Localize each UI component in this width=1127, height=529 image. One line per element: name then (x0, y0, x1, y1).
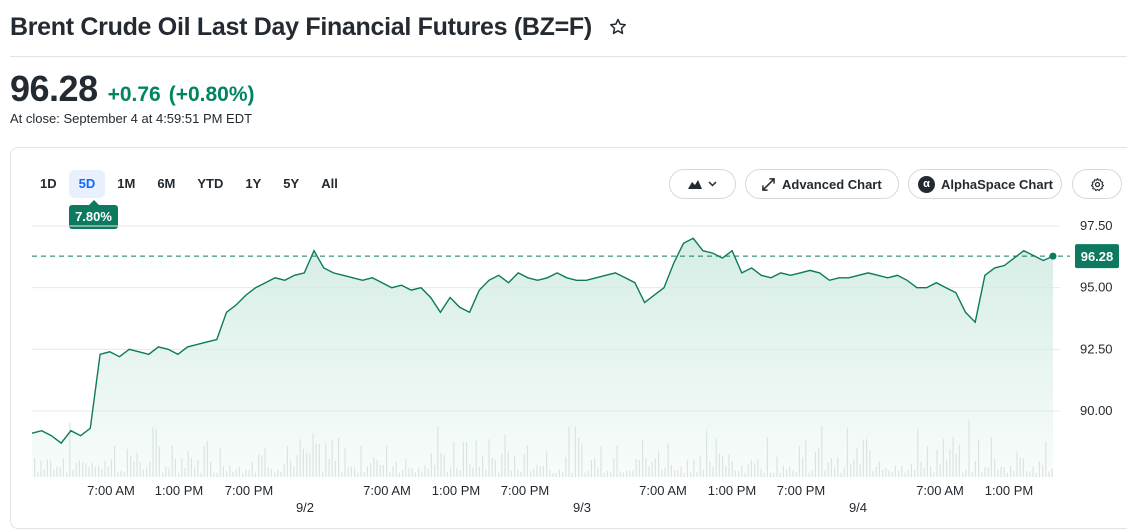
price-change: +0.76 (107, 83, 161, 106)
price-area (32, 238, 1053, 477)
range-tab-1d[interactable]: 1D (40, 176, 57, 191)
price-line (31, 237, 1054, 445)
range-tabs: 1D 5D 1M 6M YTD 1Y 5Y All (30, 170, 350, 198)
x-tick-label: 7:00 AM (639, 483, 687, 498)
mountain-icon (688, 180, 702, 189)
header-divider (10, 56, 1127, 57)
alphaspace-logo-icon: α (918, 175, 935, 193)
day-label: 9/2 (296, 500, 314, 515)
alphaspace-chart-label: AlphaSpace Chart (941, 176, 1053, 192)
range-change-badge: 7.80% (69, 200, 118, 229)
advanced-chart-label: Advanced Chart (782, 176, 882, 192)
advanced-chart-button[interactable]: Advanced Chart (745, 169, 899, 199)
range-tab-5d[interactable]: 5D (68, 170, 106, 198)
last-price: 96.28 (10, 68, 98, 109)
alphaspace-chart-button[interactable]: α AlphaSpace Chart (908, 169, 1062, 199)
page-title: Brent Crude Oil Last Day Financial Futur… (10, 12, 592, 41)
x-tick-label: 1:00 PM (155, 483, 203, 498)
range-tab-1m[interactable]: 1M (117, 176, 136, 191)
quote-price-row: 96.28 +0.76 (+0.80%) (10, 68, 255, 110)
x-tick-label: 7:00 PM (501, 483, 549, 498)
x-tick-label: 1:00 PM (708, 483, 756, 498)
range-tab-6m[interactable]: 6M (157, 176, 176, 191)
y-tick-label: 95.00 (1080, 280, 1113, 295)
x-tick-label: 7:00 PM (225, 483, 273, 498)
x-tick-label: 1:00 PM (432, 483, 480, 498)
market-close-time: At close: September 4 at 4:59:51 PM EDT (10, 111, 253, 126)
chart-settings-button[interactable] (1072, 169, 1122, 199)
title-row: Brent Crude Oil Last Day Financial Futur… (10, 8, 628, 46)
x-tick-label: 7:00 AM (916, 483, 964, 498)
range-tab-all[interactable]: All (321, 176, 338, 191)
last-price-dot (1049, 252, 1057, 260)
day-label: 9/3 (573, 500, 591, 515)
y-tick-label: 92.50 (1080, 341, 1113, 356)
x-tick-label: 7:00 PM (777, 483, 825, 498)
chart-type-button[interactable] (669, 169, 736, 199)
x-tick-label: 1:00 PM (985, 483, 1033, 498)
y-tick-label: 90.00 (1080, 403, 1113, 418)
last-price-label: 96.28 (1081, 249, 1114, 264)
gear-icon (1090, 177, 1104, 191)
day-label: 9/4 (849, 500, 867, 515)
last-price-label-bg (1075, 244, 1119, 269)
price-change-percent: (+0.80%) (168, 83, 255, 106)
x-tick-label: 7:00 AM (363, 483, 411, 498)
x-tick-label: 7:00 AM (87, 483, 135, 498)
price-chart[interactable]: 97.50 95.00 92.50 90.00 96.28 7:00 AM 1:00 PM 7… (0, 0, 1127, 518)
range-tab-1y[interactable]: 1Y (245, 176, 262, 191)
chevron-down-icon (708, 181, 717, 187)
star-icon[interactable] (608, 17, 628, 37)
y-tick-label: 97.50 (1080, 218, 1113, 233)
expand-icon (762, 177, 775, 191)
range-tab-ytd[interactable]: YTD (197, 176, 224, 191)
range-tab-5y[interactable]: 5Y (283, 176, 300, 191)
